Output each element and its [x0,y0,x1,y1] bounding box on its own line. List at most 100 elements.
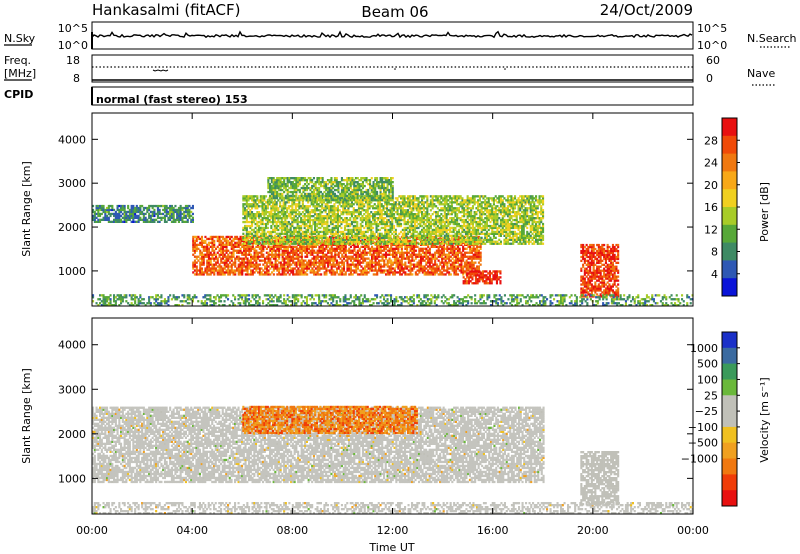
heatmap-cell [265,205,268,208]
heatmap-cell [209,235,212,239]
heatmap-cell [375,238,378,241]
heatmap-cell [422,222,425,226]
heatmap-cell [197,243,200,246]
heatmap-cell [407,213,410,216]
heatmap-cell [447,199,450,202]
heatmap-cell [323,249,326,252]
heatmap-cell [259,197,262,200]
heatmap-cell [251,228,254,232]
heatmap-cell [448,253,451,256]
heatmap-cell [467,261,470,264]
heatmap-cell [341,259,344,262]
heatmap-cell [438,230,441,234]
heatmap-cell [436,199,439,202]
heatmap-cell [207,251,210,254]
heatmap-cell [200,235,203,239]
heatmap-cell [438,238,441,241]
heatmap-cell [242,199,245,202]
heatmap-cell [270,215,273,218]
heatmap-cell [320,263,323,266]
heatmap-cell [366,220,369,224]
heatmap-cell [343,203,346,206]
heatmap-cell [349,197,352,200]
heatmap-cell [255,249,258,252]
heatmap-cell [283,251,286,254]
heatmap-cell [265,218,268,222]
heatmap-cell [229,273,232,276]
heatmap-cell [406,251,409,254]
heatmap-cell [421,267,424,270]
heatmap-cell [288,269,291,272]
heatmap-cell [128,214,131,218]
heatmap-cell [451,249,454,252]
heatmap-cell [386,232,389,235]
heatmap-cell [440,195,443,198]
heatmap-cell [428,226,431,230]
heatmap-cell [259,195,262,198]
heatmap-cell [463,247,466,250]
heatmap-cell [277,213,280,216]
heatmap-cell [388,249,391,252]
heatmap-cell [204,245,207,248]
heatmap-cell [286,259,289,262]
heatmap-cell [314,255,317,258]
heatmap-cell [443,195,446,198]
heatmap-cell [309,245,312,248]
heatmap-cell [414,245,417,248]
heatmap-cell [286,215,289,218]
heatmap-cell [342,197,345,200]
heatmap-cell [324,205,327,208]
heatmap-cell [230,247,233,250]
heatmap-cell [258,215,261,218]
heatmap-cell [419,195,422,198]
heatmap-cell [232,269,235,272]
noise-panel: N.Sky 10^5 10^0 10^5 10^0 N.Search [4,21,797,52]
heatmap-cell [303,234,306,237]
heatmap-cell [356,255,359,258]
heatmap-cell [354,201,357,204]
heatmap-cell [403,236,406,239]
heatmap-cell [334,257,337,260]
heatmap-cell [449,273,452,276]
heatmap-cell [474,261,477,264]
heatmap-cell [362,249,365,252]
heatmap-cell [292,271,295,274]
heatmap-cell [281,259,284,262]
heatmap-cell [283,271,286,274]
heatmap-cell [472,247,475,250]
heatmap-cell [356,238,359,241]
heatmap-cell [443,197,446,200]
heatmap-cell [307,263,310,266]
heatmap-cell [394,240,397,243]
heatmap-cell [427,265,430,268]
heatmap-cell [414,224,417,228]
heatmap-cell [298,232,301,235]
heatmap-cell [193,263,196,266]
heatmap-cell [322,209,325,212]
heatmap-cell [400,273,403,276]
heatmap-cell [330,245,333,248]
heatmap-cell [342,201,345,204]
heatmap-cell [265,247,268,250]
heatmap-cell [344,271,347,274]
heatmap-cell [398,201,401,204]
heatmap-cell [413,267,416,270]
heatmap-cell [132,216,135,219]
heatmap-cell [338,215,341,218]
heatmap-cell [469,247,472,250]
heatmap-cell [380,211,383,214]
heatmap-cell [293,261,296,264]
heatmap-cell [341,247,344,250]
heatmap-cell [357,242,360,245]
heatmap-cell [213,273,216,276]
heatmap-cell [165,206,168,210]
heatmap-cell [276,255,279,258]
heatmap-cell [312,236,315,239]
heatmap-cell [218,267,221,270]
heatmap-cell [428,259,431,262]
heatmap-cell [397,257,400,260]
heatmap-cell [412,240,415,243]
heatmap-cell [363,218,366,222]
heatmap-cell [99,206,102,210]
heatmap-cell [449,230,452,234]
